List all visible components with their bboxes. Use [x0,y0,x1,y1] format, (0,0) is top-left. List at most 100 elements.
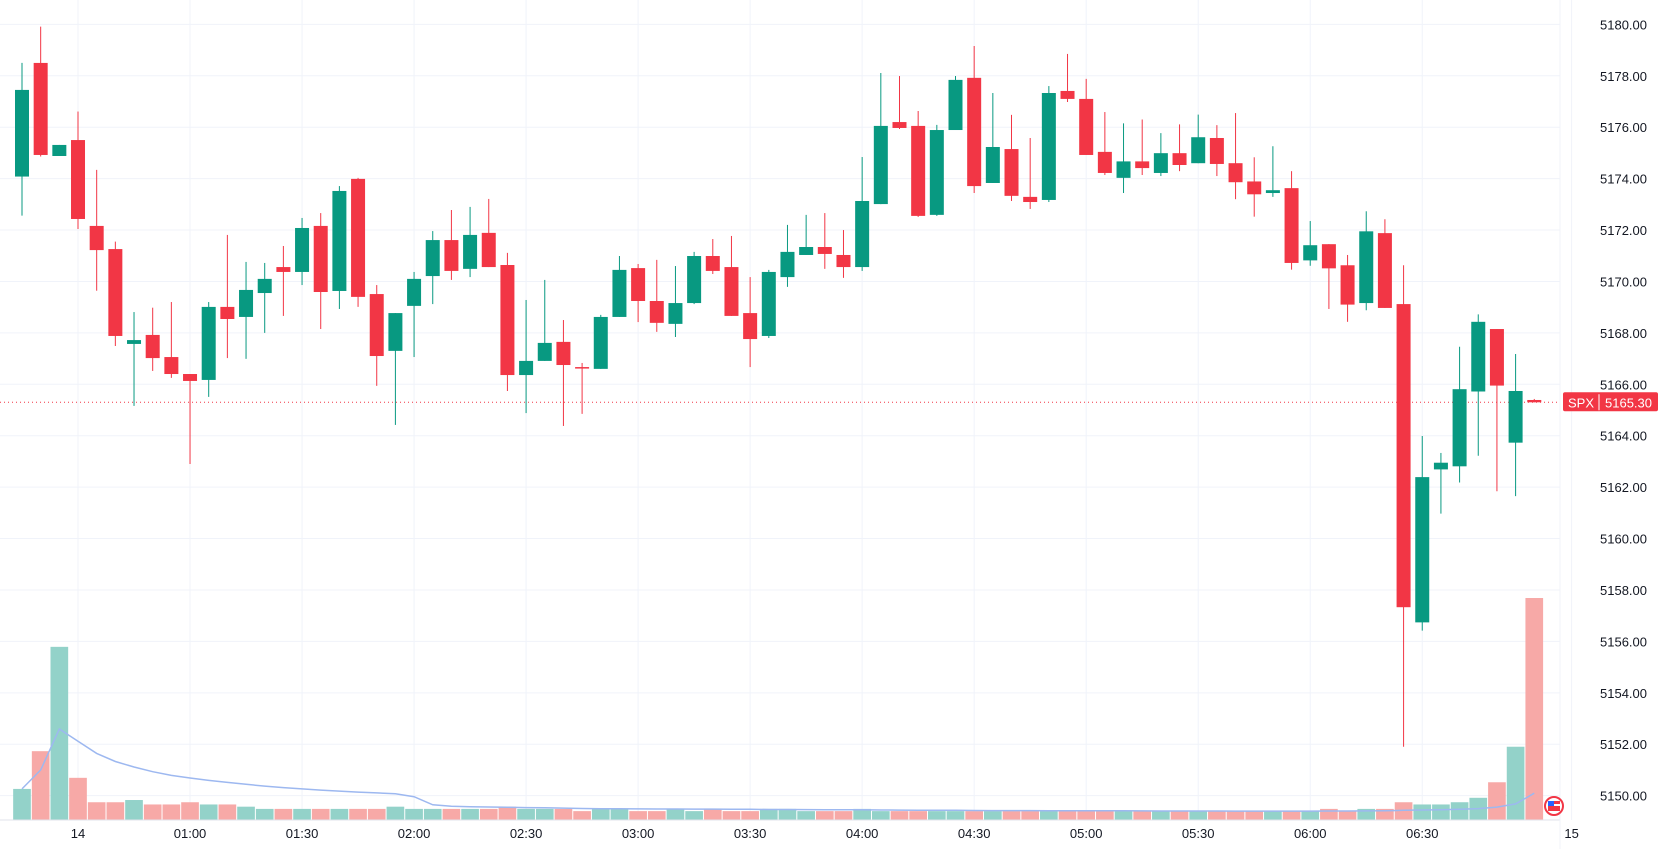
candle [668,266,683,337]
candle-body [1191,137,1206,164]
price-tick-label: 5158.00 [1600,583,1647,598]
candle-body [743,313,758,340]
candle [519,299,534,414]
time-axis[interactable]: 14 01:00 01:30 02:00 02:30 03:00 03:30 04:00 04:… [71,826,1579,841]
volume-bar [218,804,237,820]
volume-bar [1245,811,1264,820]
candle [873,72,888,205]
candle-body [817,247,832,254]
candle-body [295,227,310,272]
candle [1191,114,1206,164]
candle-body [481,232,496,268]
candle-body [1433,462,1448,470]
candle-body [780,251,795,278]
volume-bar [311,808,330,820]
candle-body [1023,196,1038,203]
candle [1303,221,1318,266]
candle [537,279,552,361]
candle-body [1265,190,1280,194]
candle-body [351,178,366,297]
volume-bar [13,788,31,820]
time-tick-label: 01:00 [174,826,207,841]
price-tick-label: 5150.00 [1600,789,1647,804]
volume-bar [423,808,442,820]
candle-body [127,340,142,344]
price-axis[interactable]: 5150.00 5152.00 5154.00 5156.00 5158.00 5160.… [1600,17,1647,803]
volume-bar [610,808,629,820]
volume-bar [405,808,423,820]
volume-bar [741,811,759,820]
candle [425,231,440,305]
candle [52,144,67,156]
candle [761,269,776,339]
grid-lines [0,0,1573,820]
candle [71,111,86,230]
volume-bar [759,808,778,820]
candle [1004,114,1019,201]
candle-body [911,125,926,216]
time-tick-label: 02:30 [510,826,543,841]
candle [1489,329,1504,492]
price-tick-label: 5166.00 [1600,377,1647,392]
volume-bar [181,802,199,820]
candle [612,256,627,317]
candle-body [1079,98,1094,155]
volume-bar [1170,811,1189,820]
candle-body [369,294,384,357]
candle [575,362,590,414]
candle-body [631,268,646,301]
candle-body [257,278,272,294]
candle [948,76,963,131]
candle-body [164,357,179,375]
candles [15,26,1542,747]
volume-bar [479,808,498,820]
candle-body [1321,244,1336,269]
candle [108,241,123,346]
volume-bar [1002,811,1021,820]
price-tick-label: 5156.00 [1600,634,1647,649]
volume-bar [965,811,984,820]
candle-body [948,79,963,131]
candle [1359,211,1374,311]
volume-bar [1189,811,1208,820]
candle [780,224,795,287]
price-tick-label: 5176.00 [1600,120,1647,135]
candle [183,374,198,465]
candle-body [463,234,478,269]
candle-body [1508,390,1523,443]
volume-bar [69,777,87,820]
time-tick-label: 01:30 [286,826,319,841]
candle-body [1527,399,1542,403]
candle [257,262,272,333]
candle-body [1303,245,1318,261]
volume-bar [237,806,255,820]
candle [15,62,29,216]
candle-body [1284,188,1299,263]
candle [724,235,739,316]
candle [33,26,48,157]
candle [481,198,496,268]
candle [1247,157,1262,217]
candle [799,214,814,255]
candle-body [276,267,291,272]
volume-bar [1357,808,1376,820]
volume-bar [666,808,685,820]
time-tick-label: 03:30 [734,826,767,841]
candle [1527,398,1542,403]
candle [1060,53,1075,103]
volume-bar [1506,746,1525,820]
candle-body [1396,304,1411,608]
volume-bar [1432,804,1450,820]
volume-bar [1450,802,1469,820]
symbol-label: SPX [1568,395,1594,410]
price-tick-label: 5178.00 [1600,69,1647,84]
candle-body [799,247,814,255]
time-tick-label: 05:30 [1182,826,1215,841]
volume-bar [1133,811,1152,820]
candle-body [1135,161,1150,169]
us-flag-icon[interactable] [1544,796,1564,816]
last-price-tag: SPX 5165.30 [1563,392,1658,412]
volume-bar [255,808,274,820]
candle-body [1471,321,1486,392]
